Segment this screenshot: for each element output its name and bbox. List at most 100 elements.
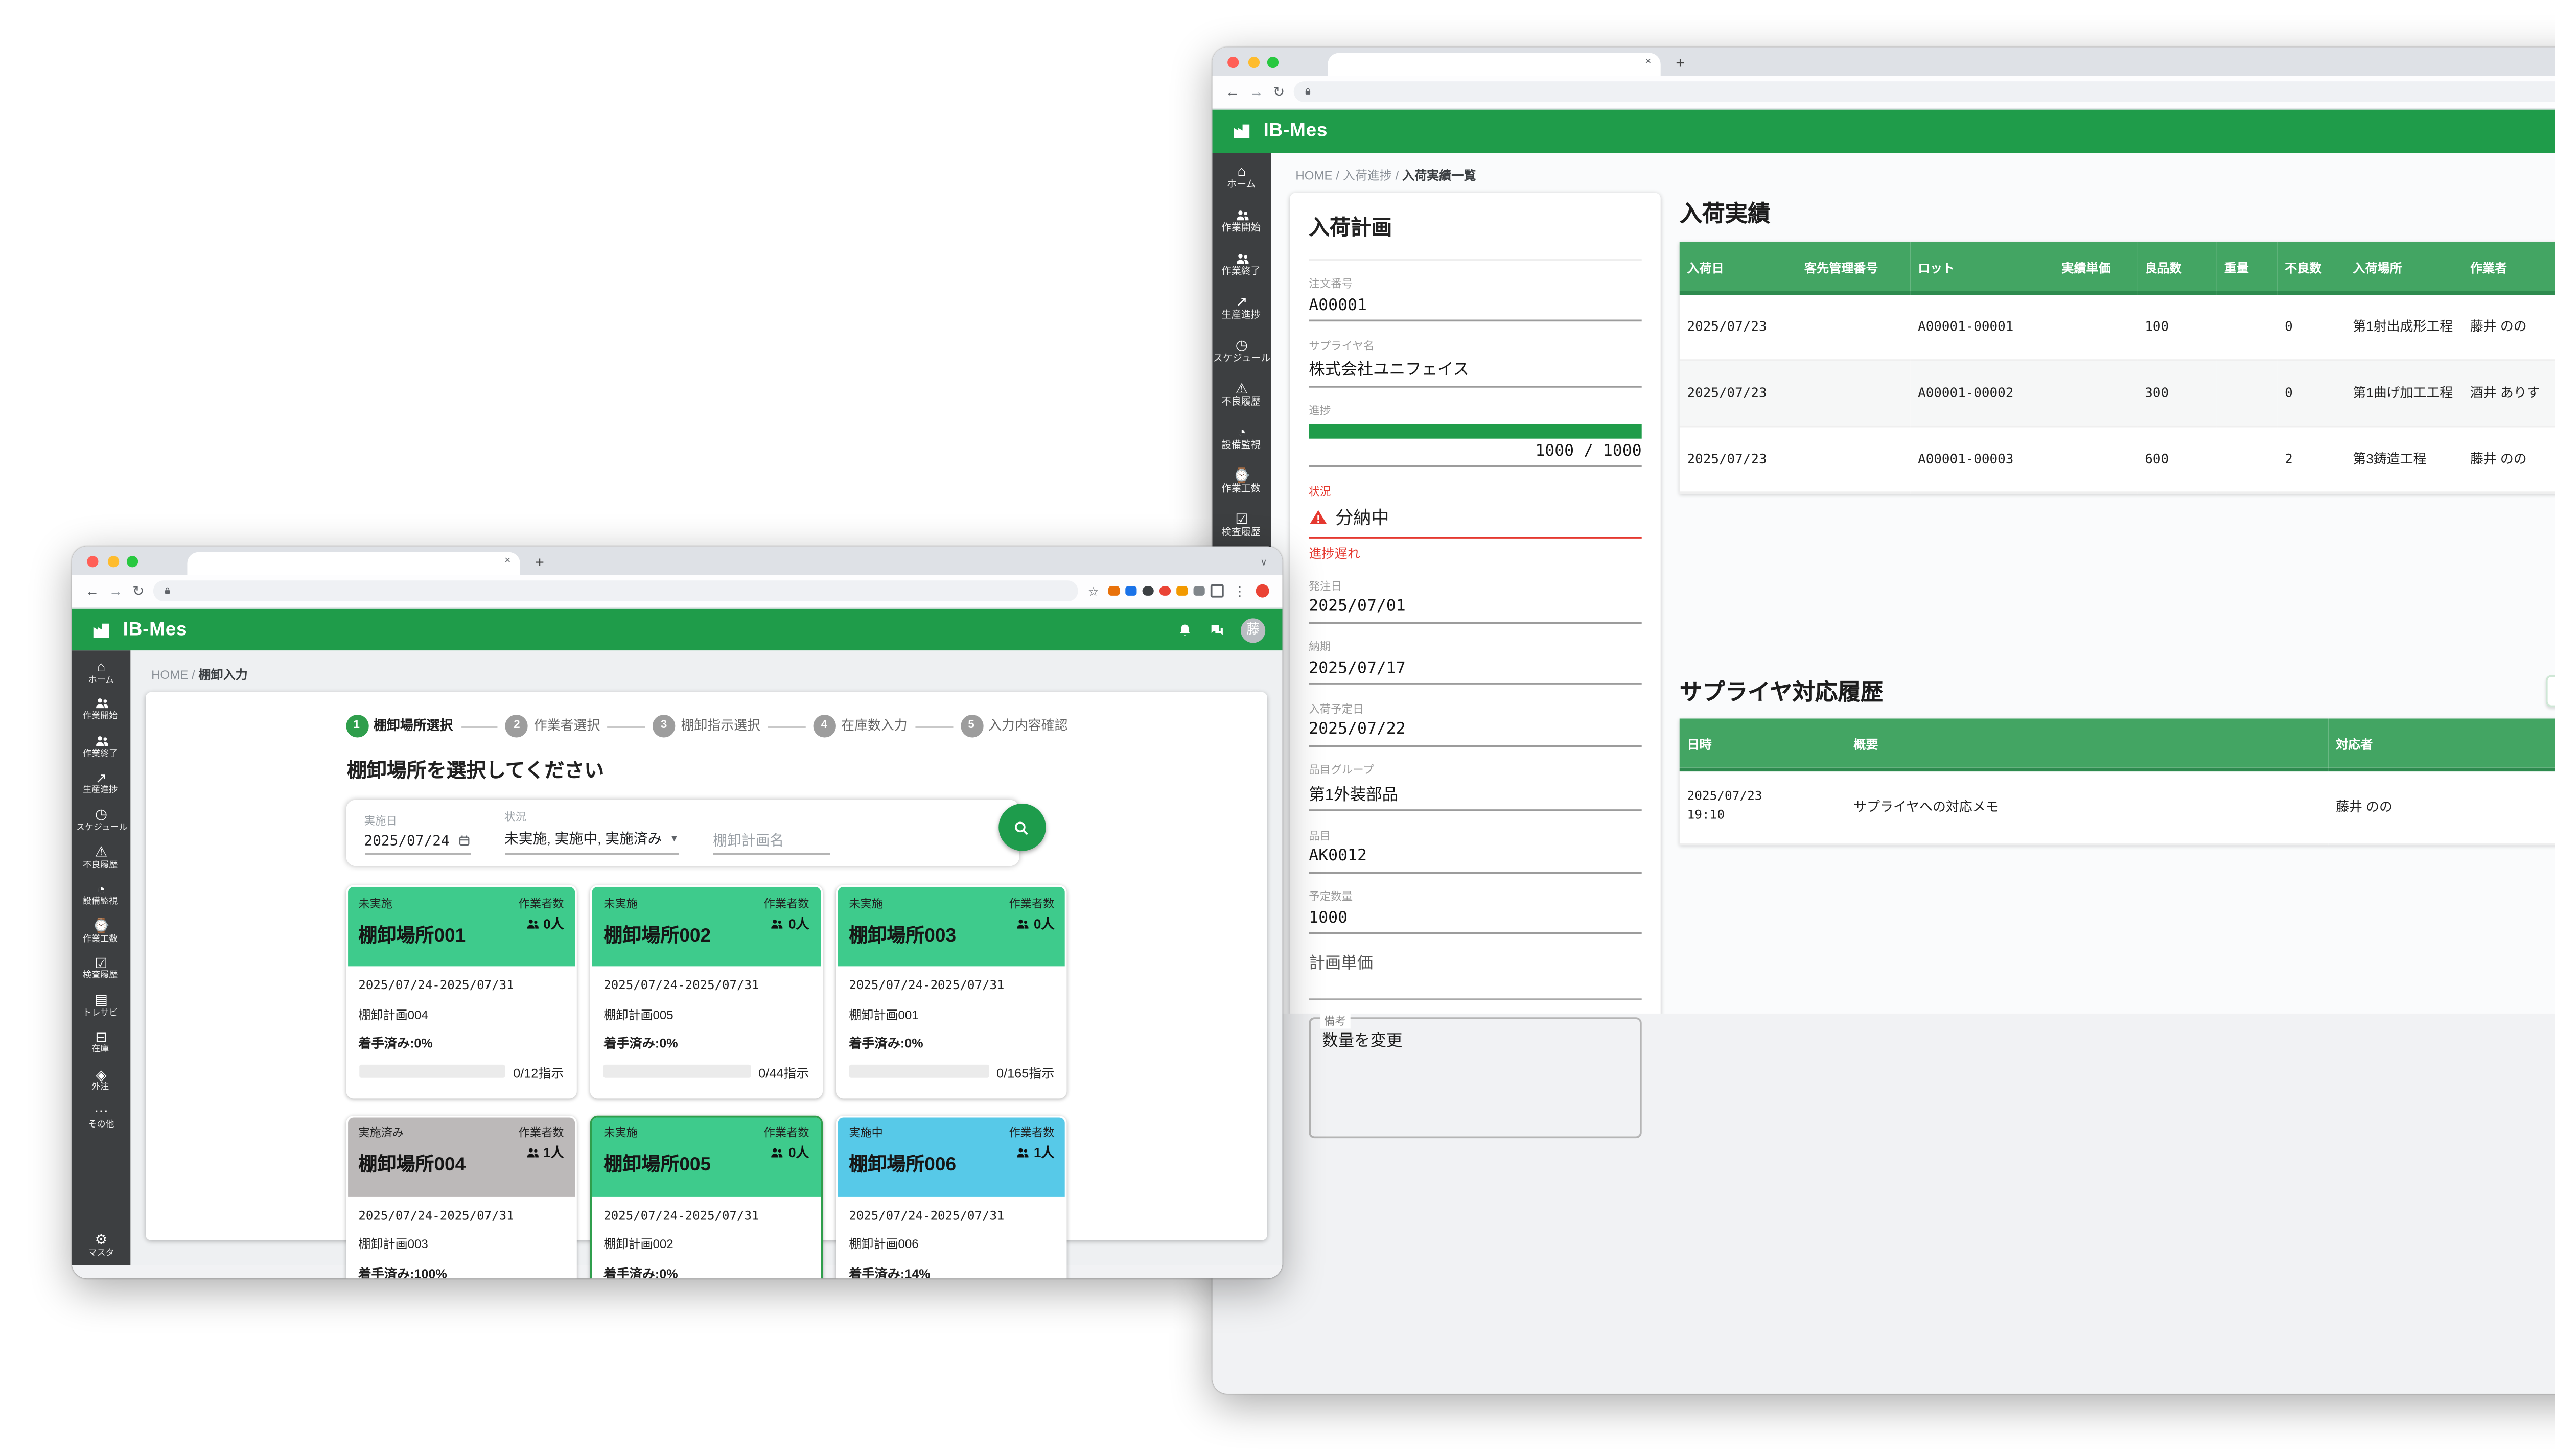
sidebar-item-equipment-monitoring[interactable]: ◔ 設備監視 [1222,424,1261,452]
step-2[interactable]: 2 作業者選択 [505,715,600,738]
clock-icon: ◷ [1235,337,1248,355]
sidebar-toggle-icon[interactable] [1210,584,1224,598]
order-number-value: A00001 [1309,296,1642,322]
location-card-006[interactable]: 実施中 棚卸場所006 作業者数 1人 2025/07/24-2025/07/31 棚卸… [835,1114,1068,1279]
location-card-004[interactable]: 実施済み 棚卸場所004 作業者数 1人 2025/07/24-2025/07/31 棚… [345,1114,577,1279]
forward-button[interactable]: → [108,582,123,599]
sidebar-item-master[interactable]: ⚙マスタ [88,1232,114,1259]
browser-toolbar: ← → ↻ ☆ ⋮ [72,575,1283,609]
maximize-window-button[interactable] [126,555,138,567]
location-card-003[interactable]: 未実施 棚卸場所003 作業者数 0人 2025/07/24-2025/07/31 棚卸… [835,885,1068,1098]
sidebar-item-others[interactable]: ⋯その他 [88,1102,114,1130]
tab-search-icon[interactable]: ∨ [1260,557,1267,570]
home-icon: ⌂ [97,658,106,675]
wizard-stepper: 1 棚卸場所選択 2 作業者選択 3 棚卸指示選択 4 在庫数入力 5 入力内容確認 [345,715,1067,738]
item-value: AK0012 [1309,847,1642,873]
wizard-sheet: 1 棚卸場所選択 2 作業者選択 3 棚卸指示選択 4 在庫数入力 5 入力内容確認 棚卸… [145,692,1267,1279]
maximize-window-button[interactable] [1267,56,1279,67]
new-tab-button[interactable]: + [535,554,544,571]
sidebar-item-work-hours[interactable]: ⌚ 作業工数 [83,917,119,945]
titlebar: × + ∨ [72,546,1283,575]
new-tab-button[interactable]: + [1676,55,1685,72]
chat-icon[interactable] [1209,621,1225,638]
extension-icon[interactable] [1125,585,1136,596]
step-4[interactable]: 4 在庫数入力 [812,715,908,738]
people-icon [94,697,109,712]
tab-close-icon[interactable]: × [1645,57,1652,69]
minimize-window-button[interactable] [107,555,119,567]
forward-button[interactable]: → [1249,82,1264,100]
adblock-extension-icon[interactable] [1159,585,1170,596]
step-5[interactable]: 5 入力内容確認 [960,715,1067,738]
back-button[interactable]: ← [1225,82,1240,100]
address-bar[interactable] [153,580,1079,602]
traffic-lights[interactable] [1227,56,1279,67]
plan-progress-bar [1309,422,1642,438]
panel-title: 入荷計画 [1309,208,1642,261]
warning-icon: ⚠ [1235,381,1248,398]
note-field[interactable]: 備考 数量を変更 [1309,1012,1642,1139]
date-filter[interactable]: 実施日 2025/07/24 [364,807,471,855]
sidebar-item-schedule[interactable]: ◷ スケジュール [1213,337,1271,365]
sidebar-item-equipment-monitoring[interactable]: ◔ 設備監視 [83,880,119,908]
browser-menu-icon[interactable]: ⋮ [1233,585,1247,599]
browser-profile-avatar[interactable] [1256,584,1269,598]
bookmark-star-icon[interactable]: ☆ [1087,585,1099,599]
reload-button[interactable]: ↻ [132,582,145,599]
user-avatar[interactable]: 藤 [1241,617,1266,642]
sidebar-item-inspection-history[interactable]: ☑ 検査履歴 [1222,511,1261,539]
sidebar-item-work-end[interactable]: 作業終了 [1213,244,1271,287]
breadcrumb: HOME / 棚卸入力 [151,669,248,683]
rss-extension-icon[interactable] [1108,585,1119,596]
app-sidebar: ⌂ ホーム 作業開始 作業終了 ↗ 生産進捗 ◷ スケジュール ⚠ 不良履歴 ◔ 設備監視… [72,650,131,1265]
minimize-window-button[interactable] [1247,56,1259,67]
browser-tab[interactable]: × [187,552,520,575]
sidebar-item-home[interactable]: ⌂ ホーム [88,658,114,686]
sidebar-item-inventory[interactable]: ⊟在庫 [92,1028,110,1056]
sidebar-item-schedule[interactable]: ◷ スケジュール [75,806,127,834]
status-value: 未実施, 実施中, 実施済み [504,830,662,848]
step-1[interactable]: 1 棚卸場所選択 [345,715,453,738]
lock-icon [1304,87,1313,97]
sidebar-item-traceability[interactable]: ▤トレサビ [83,991,119,1019]
note-textarea[interactable]: 数量を変更 [1309,1017,1642,1139]
plan-name-filter[interactable] [713,807,830,855]
search-button[interactable] [997,804,1045,851]
notifications-bell-icon[interactable] [1176,621,1193,638]
close-window-button[interactable] [1227,56,1239,67]
tab-close-icon[interactable]: × [504,556,511,568]
close-window-button[interactable] [87,555,99,567]
sidebar-item-inspection-history[interactable]: ☑ 検査履歴 [83,954,119,982]
sidebar-item-outsourcing[interactable]: ◈外注 [92,1065,110,1093]
location-card-001[interactable]: 未実施 棚卸場所001 作業者数 0人 2025/07/24-2025/07/31 棚卸… [345,885,577,1098]
status-filter[interactable]: 状況 未実施, 実施中, 実施済み ▼ [504,807,679,855]
back-button[interactable]: ← [85,582,100,599]
address-bar[interactable] [1294,81,2555,102]
plan-name-input[interactable] [713,832,830,855]
traffic-lights[interactable] [87,555,138,567]
sidebar-item-production-progress[interactable]: ↗ 生産進捗 [83,769,119,796]
search-icon [1012,818,1031,837]
clock-icon: ◷ [95,806,108,824]
location-card-002[interactable]: 未実施 棚卸場所002 作業者数 0人 2025/07/24-2025/07/31 棚卸… [590,885,823,1098]
sidebar-item-production-progress[interactable]: ↗ 生産進捗 [1222,294,1261,321]
sidebar-item-defect-history[interactable]: ⚠ 不良履歴 [1222,381,1261,408]
browser-tab[interactable]: × [1328,53,1661,76]
sidebar-item-home[interactable]: ⌂ ホーム [1227,163,1257,191]
step-3[interactable]: 3 棚卸指示選択 [652,715,760,738]
ellipsis-icon: ⋯ [94,1102,108,1120]
sidebar-item-work-start[interactable]: 作業開始 [1213,200,1271,244]
sidebar-item-defect-history[interactable]: ⚠ 不良履歴 [83,843,119,871]
lighthouse-extension-icon[interactable] [1176,585,1187,596]
supplier-info-button[interactable]: サプライヤ情報 [2545,674,2555,708]
layers-icon: ◈ [96,1065,107,1083]
sidebar-item-work-start[interactable]: 作業開始 [72,691,131,729]
location-card-005-selected[interactable]: 未実施 棚卸場所005 作業者数 0人 2025/07/24-2025/07/31 棚卸… [590,1114,823,1279]
progress-bar [849,1064,989,1078]
reload-button[interactable]: ↻ [1272,82,1285,100]
sidebar-item-work-end[interactable]: 作業終了 [72,729,131,766]
mask-extension-icon[interactable] [1142,585,1153,596]
stopwatch-icon: ⌚ [1233,467,1251,485]
puzzle-extensions-icon[interactable] [1193,585,1204,596]
sidebar-item-work-hours[interactable]: ⌚ 作業工数 [1222,467,1261,495]
